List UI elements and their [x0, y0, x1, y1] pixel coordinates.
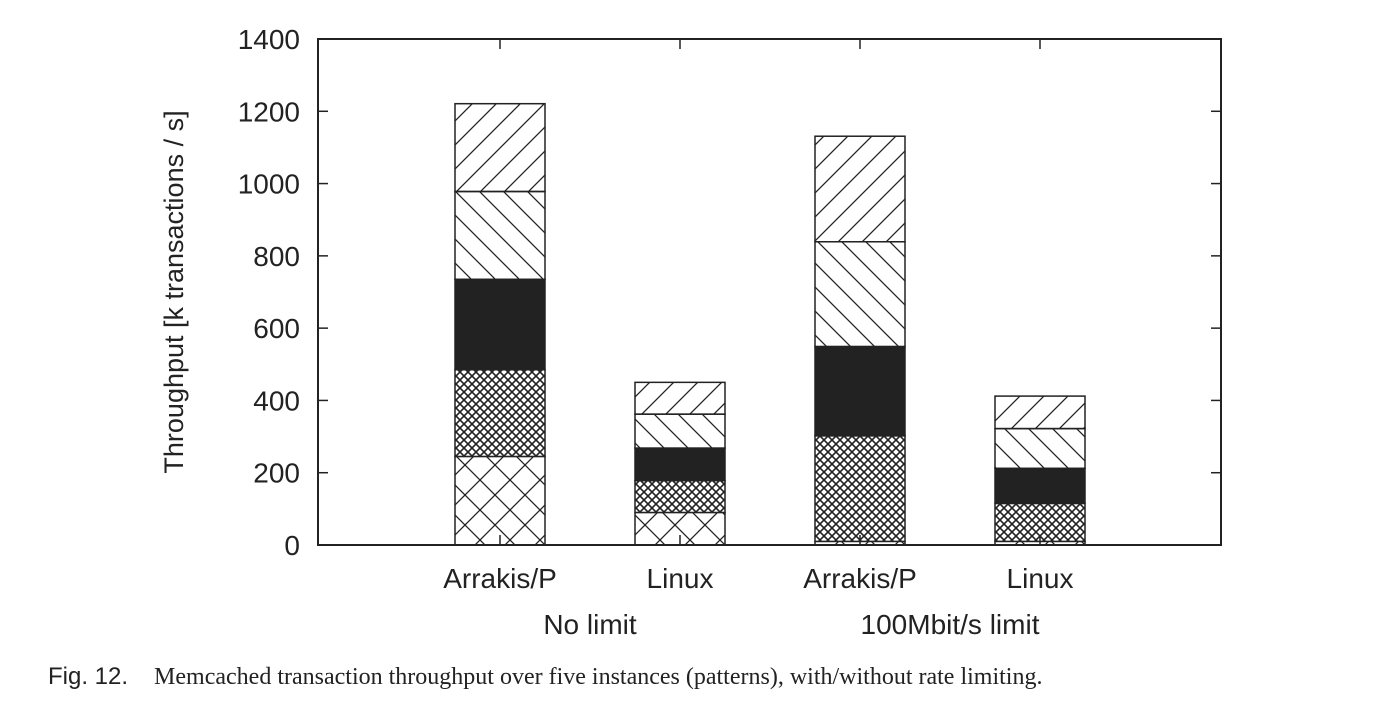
bar-segment-slash-hatch: [814, 135, 906, 243]
y-tick-label: 800: [253, 241, 300, 272]
bar-segment-backslash-hatch: [814, 241, 906, 348]
bar-segment-slash-hatch: [634, 381, 726, 415]
plot-frame: [317, 38, 1222, 546]
bar-segment-dense-crosshatch: [634, 479, 726, 514]
y-axis-title: Throughput [k transactions / s]: [159, 110, 189, 473]
bar-segment-backslash-hatch: [994, 427, 1086, 470]
bar-segment-solid-black: [814, 345, 906, 437]
x-group-label: 100Mbit/s limit: [861, 609, 1040, 640]
y-tick-label: 1400: [238, 24, 300, 55]
bar-segment-solid-black: [634, 447, 726, 482]
y-tick-label: 200: [253, 458, 300, 489]
bar-segment-dense-crosshatch: [454, 368, 546, 458]
bar-segment-solid-black: [994, 467, 1086, 505]
y-tick-label: 1200: [238, 96, 300, 127]
y-tick-label: 1000: [238, 169, 300, 200]
y-tick-label: 400: [253, 385, 300, 416]
x-tick-label: Linux: [647, 563, 714, 594]
caption-text: Memcached transaction throughput over fi…: [154, 664, 1043, 690]
x-tick-label: Arrakis/P: [803, 563, 917, 594]
x-group-label: No limit: [543, 609, 637, 640]
bar-segment-slash-hatch: [994, 395, 1086, 430]
x-tick-label: Arrakis/P: [443, 563, 557, 594]
x-tick-label: Linux: [1007, 563, 1074, 594]
y-tick-label: 600: [253, 313, 300, 344]
bar-segment-slash-hatch: [454, 102, 546, 193]
caption-label: Fig. 12.: [48, 663, 129, 690]
bar-segment-dense-crosshatch: [814, 435, 906, 543]
bar-segment-crosshatch: [454, 455, 546, 546]
y-tick-label: 0: [284, 530, 300, 561]
figure-caption: Fig. 12. Memcached transaction throughput…: [48, 663, 1378, 691]
bar-segment-solid-black: [454, 278, 546, 371]
bar-segment-backslash-hatch: [454, 190, 546, 281]
bar-segment-backslash-hatch: [634, 413, 726, 449]
